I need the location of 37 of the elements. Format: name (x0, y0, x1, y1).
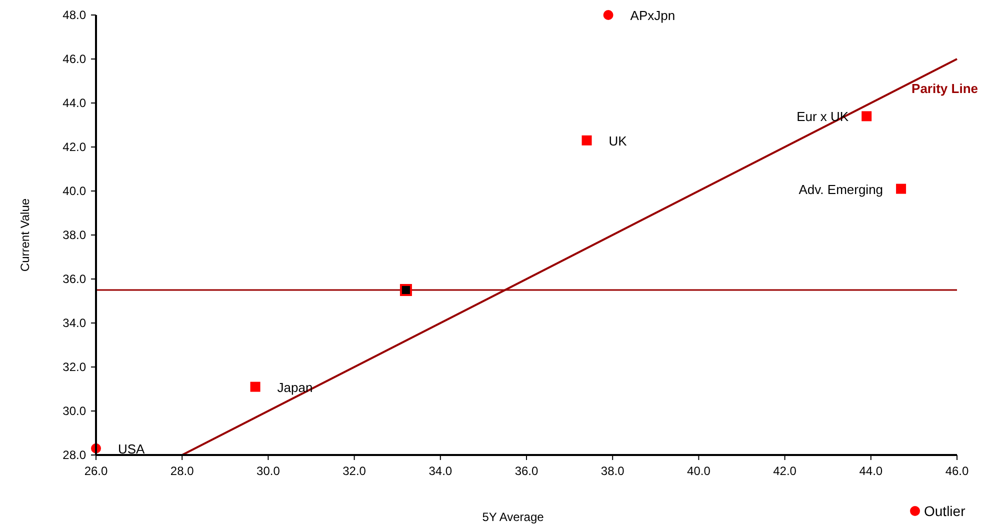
y-tick-label: 38.0 (62, 228, 86, 242)
x-tick-label: 36.0 (514, 464, 538, 478)
y-tick-label: 46.0 (62, 52, 86, 66)
point (896, 184, 906, 194)
x-tick-label: 28.0 (170, 464, 194, 478)
legend-label: Outlier (924, 503, 966, 519)
y-tick-label: 36.0 (62, 272, 86, 286)
annotation: UK (608, 133, 628, 148)
annotation: APxJpn (630, 8, 676, 23)
x-tick-label: 30.0 (256, 464, 280, 478)
annotation: Japan (277, 380, 313, 395)
y-tick-label: 34.0 (62, 316, 86, 330)
y-tick-label: 42.0 (62, 140, 86, 154)
point (603, 10, 614, 20)
x-tick-label: 42.0 (773, 464, 797, 478)
y-tick-label: 44.0 (62, 96, 86, 110)
x-tick-label: 26.0 (84, 464, 108, 478)
y-tick-label: 40.0 (62, 184, 86, 198)
point (582, 135, 592, 146)
y-axis-title: Current Value (18, 198, 32, 272)
y-tick-label: 30.0 (62, 404, 86, 418)
x-axis-title: 5Y Average (482, 510, 544, 524)
x-tick-label: 44.0 (859, 464, 883, 478)
annotation: Adv. Emerging (798, 182, 884, 197)
annotation: USA (118, 441, 146, 456)
y-tick-label: 48.0 (62, 8, 86, 22)
x-tick-label: 32.0 (342, 464, 366, 478)
x-tick-label: 46.0 (945, 464, 969, 478)
y-tick-label: 28.0 (62, 448, 86, 462)
series-label: Parity Line (912, 81, 978, 96)
x-tick-label: 40.0 (687, 464, 711, 478)
x-tick-label: 34.0 (428, 464, 452, 478)
point (862, 111, 872, 122)
point (250, 382, 260, 392)
x-tick-label: 38.0 (600, 464, 625, 478)
y-tick-label: 32.0 (62, 360, 86, 374)
point (400, 284, 412, 296)
